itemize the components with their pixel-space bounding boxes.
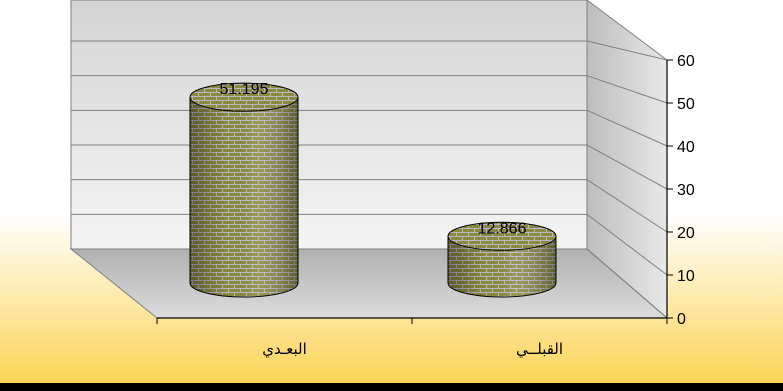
data-label: 51.195 — [220, 81, 269, 98]
cylinder-shade — [448, 236, 556, 297]
y-tick-label: 50 — [677, 96, 695, 113]
x-tick-label: القبلــي — [516, 340, 563, 359]
gridline-side — [586, 40, 668, 61]
y-tick-label: 30 — [677, 182, 695, 199]
bottom-border — [0, 383, 783, 391]
gridline-side — [586, 75, 668, 104]
cylinder-bar — [447, 221, 557, 298]
gridline-side — [586, 213, 668, 276]
bars — [189, 82, 557, 298]
gridline-side — [586, 179, 668, 233]
cylinder-shade — [190, 97, 298, 298]
back-wall — [70, 0, 588, 250]
cylinder-bar — [189, 82, 299, 298]
data-labels: 51.195 12.866 — [220, 81, 527, 237]
gridline-side — [586, 144, 668, 190]
y-tick-label: 40 — [677, 139, 695, 156]
y-tick-label: 10 — [677, 268, 695, 285]
floor — [69, 248, 669, 319]
category-axis: البعـدي القبلــي — [156, 317, 668, 359]
value-axis: 0 10 20 30 40 50 60 — [666, 53, 695, 328]
cylinder-top — [447, 221, 557, 251]
x-tick-label: البعـدي — [262, 340, 307, 359]
cylinder-top — [189, 82, 299, 112]
y-tick-label: 20 — [677, 225, 695, 242]
data-label: 12.866 — [478, 220, 527, 237]
y-tick-label: 60 — [677, 53, 695, 70]
gridline-side — [586, 109, 668, 147]
gridline-side — [586, 248, 668, 319]
y-tick-label: 0 — [677, 311, 686, 328]
gridlines — [71, 40, 668, 319]
